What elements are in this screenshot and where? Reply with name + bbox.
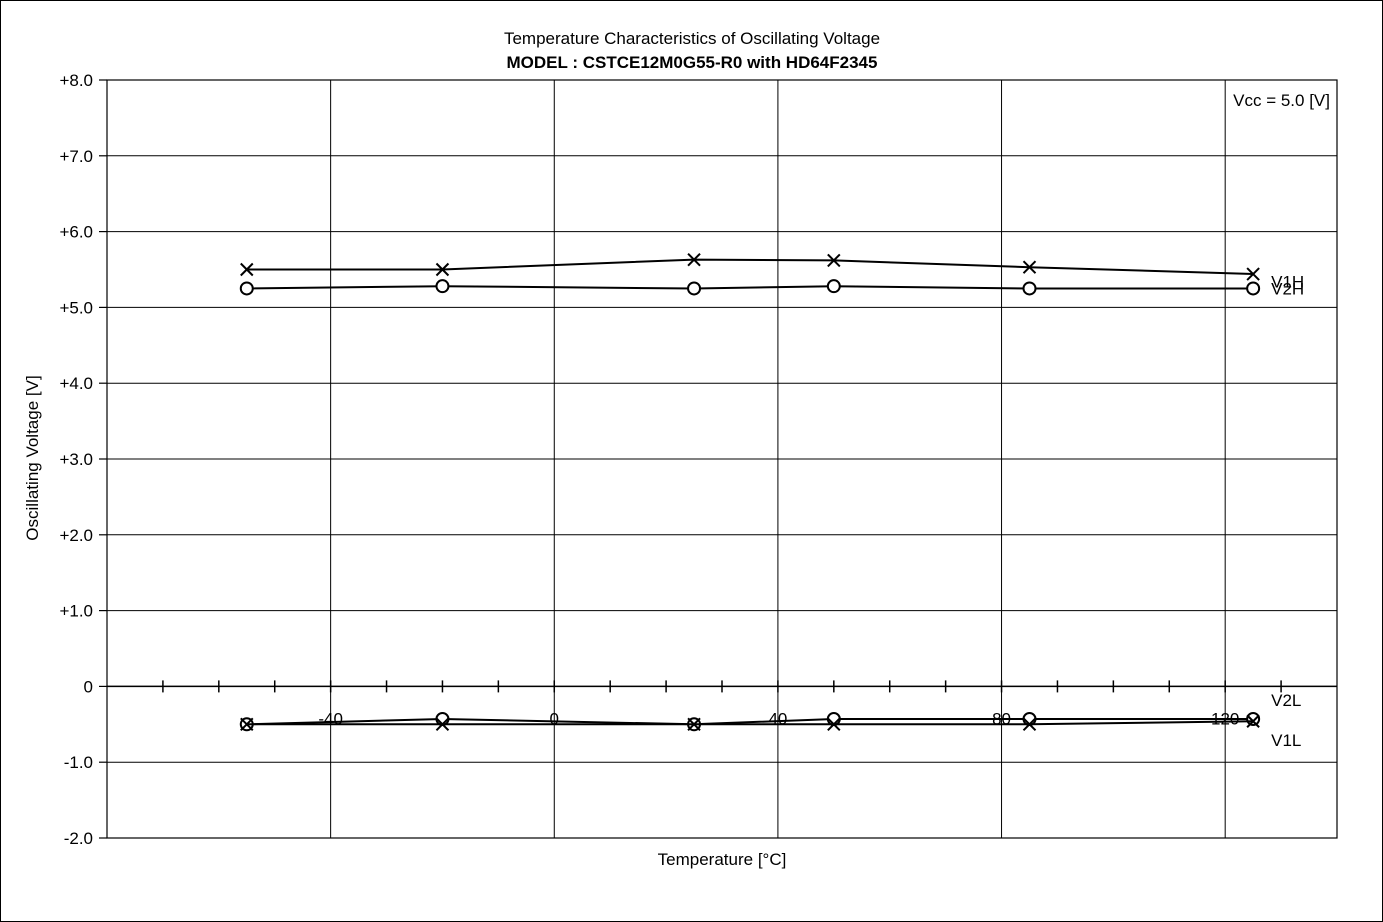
series-label-v1l: V1L: [1271, 731, 1301, 750]
plot-border: [106, 79, 1338, 839]
y-tick-label: 0: [84, 677, 93, 696]
series-line-v2h: [246, 285, 1254, 290]
point-v1l: [1246, 714, 1260, 728]
series-line-v2l: [246, 717, 1254, 726]
series-label-v2l: V2L: [1271, 691, 1301, 710]
point-v1l: [687, 717, 701, 732]
point-v1l: [435, 717, 450, 732]
point-v1l: [240, 717, 254, 732]
point-v1h: [687, 252, 701, 267]
y-tick-label: +5.0: [59, 298, 93, 317]
y-tick-label: +1.0: [59, 602, 93, 621]
y-tick-label: +3.0: [59, 450, 93, 469]
point-v2l: [1246, 711, 1261, 726]
y-tick-label: +4.0: [59, 374, 93, 393]
point-v1l: [1022, 717, 1037, 732]
x-tick-label: 40: [768, 709, 787, 728]
series-line-v1h: [246, 258, 1254, 275]
point-v2h: [1022, 281, 1037, 296]
point-v1h: [240, 262, 254, 277]
point-v1h: [435, 262, 450, 277]
series-label-v2h: V2H: [1271, 279, 1304, 298]
series-line-v1l: [246, 720, 1254, 726]
y-axis-label: Oscillating Voltage [V]: [23, 375, 42, 540]
y-tick-label: +6.0: [59, 223, 93, 242]
chart-subtitle: MODEL : CSTCE12M0G55-R0 with HD64F2345: [507, 53, 878, 72]
point-v1l: [827, 717, 841, 732]
y-tick-label: -2.0: [64, 829, 93, 848]
point-v1h: [1022, 260, 1037, 274]
x-tick-label: 0: [550, 709, 559, 728]
point-v2h: [1246, 281, 1261, 296]
point-v2h: [687, 281, 702, 296]
y-tick-label: +8.0: [59, 71, 93, 90]
plot-area: +8.0 +7.0 +6.0 +5.0 +4.0 +3.0 +2.0 +1.0 0 -1.0 -2.…: [59, 71, 1338, 848]
y-tick-label: +2.0: [59, 526, 93, 545]
point-v2h: [826, 279, 841, 294]
y-tick-label: +7.0: [59, 147, 93, 166]
point-v2h: [435, 279, 450, 294]
x-tick-label: -40: [318, 709, 343, 728]
point-v2h: [239, 281, 254, 296]
point-v1h: [1246, 267, 1260, 281]
chart-title: Temperature Characteristics of Oscillati…: [504, 29, 880, 48]
series-label-v1h: V1H: [1271, 273, 1304, 292]
x-axis-label: Temperature [°C]: [658, 850, 787, 869]
y-tick-label: -1.0: [64, 753, 93, 772]
point-v1h: [827, 253, 841, 268]
vcc-annotation: Vcc = 5.0 [V]: [1233, 91, 1330, 110]
